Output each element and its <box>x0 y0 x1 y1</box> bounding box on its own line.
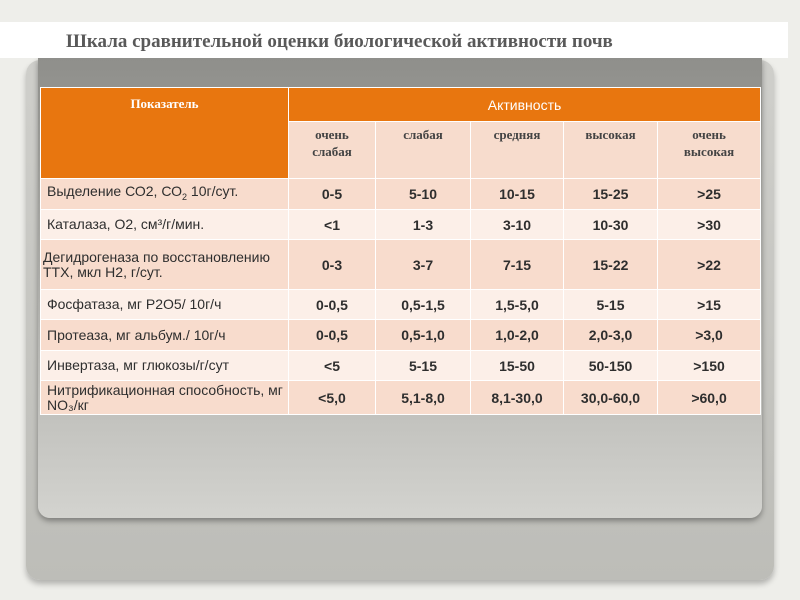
value-cell: 0-0,5 <box>288 289 376 320</box>
table-row: Каталаза, О2, см³/г/мин. <1 1-3 3-10 10-… <box>40 209 762 240</box>
page-title: Шкала сравнительной оценки биологической… <box>66 31 613 52</box>
value-cell: <1 <box>288 209 376 240</box>
value-cell: 3-7 <box>375 239 471 290</box>
table-row: Инвертаза, мг глюкозы/г/сут <5 5-15 15-5… <box>40 350 762 381</box>
row-label: Каталаза, О2, см³/г/мин. <box>40 209 289 240</box>
value-cell: >3,0 <box>656 319 762 351</box>
value-cell: >25 <box>656 178 762 210</box>
row-label: Нитрификационная способность, мг NO₃/кг <box>40 380 289 415</box>
value-cell: 10-30 <box>563 209 658 240</box>
value-cell: 10-15 <box>470 178 564 210</box>
value-cell: >60,0 <box>656 380 762 415</box>
header-indicator: Показатель <box>40 87 289 179</box>
table-row: Дегидрогеназа по восстановлению ТТХ, мкл… <box>40 239 762 290</box>
value-cell: >15 <box>656 289 762 320</box>
value-cell: 30,0-60,0 <box>563 380 658 415</box>
header-activity: Активность <box>287 87 762 122</box>
row-label: Фосфатаза, мг Р2О5/ 10г/ч <box>40 289 289 320</box>
value-cell: 0,5-1,5 <box>375 289 471 320</box>
level-medium: средняя <box>470 121 564 179</box>
level-high: высокая <box>563 121 658 179</box>
row-label-text: Выделение СО2, СО <box>47 182 183 199</box>
value-cell: <5,0 <box>288 380 376 415</box>
table-row: Нитрификационная способность, мг NO₃/кг … <box>40 380 762 415</box>
activity-scale-table: Показатель Активность очень слабая слаба… <box>40 87 762 415</box>
value-cell: 2,0-3,0 <box>563 319 658 351</box>
value-cell: 15-22 <box>563 239 658 290</box>
level-weak: слабая <box>375 121 471 179</box>
table-row: Выделение СО2, СО2 10г/сут. 0-5 5-10 10-… <box>40 178 762 210</box>
value-cell: 5-15 <box>375 350 471 381</box>
value-cell: 50-150 <box>563 350 658 381</box>
value-cell: 7-15 <box>470 239 564 290</box>
value-cell: 0-5 <box>288 178 376 210</box>
row-label-tail: 10г/сут. <box>187 182 239 199</box>
value-cell: >150 <box>656 350 762 381</box>
value-cell: 0-0,5 <box>288 319 376 351</box>
title-bar <box>0 22 788 58</box>
row-label: Протеаза, мг альбум./ 10г/ч <box>40 319 289 351</box>
value-cell: 0,5-1,0 <box>375 319 471 351</box>
table-row: Протеаза, мг альбум./ 10г/ч 0-0,5 0,5-1,… <box>40 319 762 351</box>
value-cell: 1,0-2,0 <box>470 319 564 351</box>
row-label: Инвертаза, мг глюкозы/г/сут <box>40 350 289 381</box>
value-cell: >22 <box>656 239 762 290</box>
table-row: Фосфатаза, мг Р2О5/ 10г/ч 0-0,5 0,5-1,5 … <box>40 289 762 320</box>
row-label: Выделение СО2, СО2 10г/сут. <box>40 178 289 210</box>
value-cell: 0-3 <box>288 239 376 290</box>
value-cell: 3-10 <box>470 209 564 240</box>
value-cell: 8,1-30,0 <box>470 380 564 415</box>
row-label: Дегидрогеназа по восстановлению ТТХ, мкл… <box>40 239 289 290</box>
value-cell: 1-3 <box>375 209 471 240</box>
level-very-high: очень высокая <box>656 121 762 179</box>
level-very-weak: очень слабая <box>288 121 376 179</box>
row-label-subscript: 2 <box>182 191 188 202</box>
value-cell: 5-10 <box>375 178 471 210</box>
value-cell: >30 <box>656 209 762 240</box>
value-cell: 15-50 <box>470 350 564 381</box>
value-cell: 1,5-5,0 <box>470 289 564 320</box>
value-cell: 5,1-8,0 <box>375 380 471 415</box>
value-cell: <5 <box>288 350 376 381</box>
value-cell: 5-15 <box>563 289 658 320</box>
value-cell: 15-25 <box>563 178 658 210</box>
